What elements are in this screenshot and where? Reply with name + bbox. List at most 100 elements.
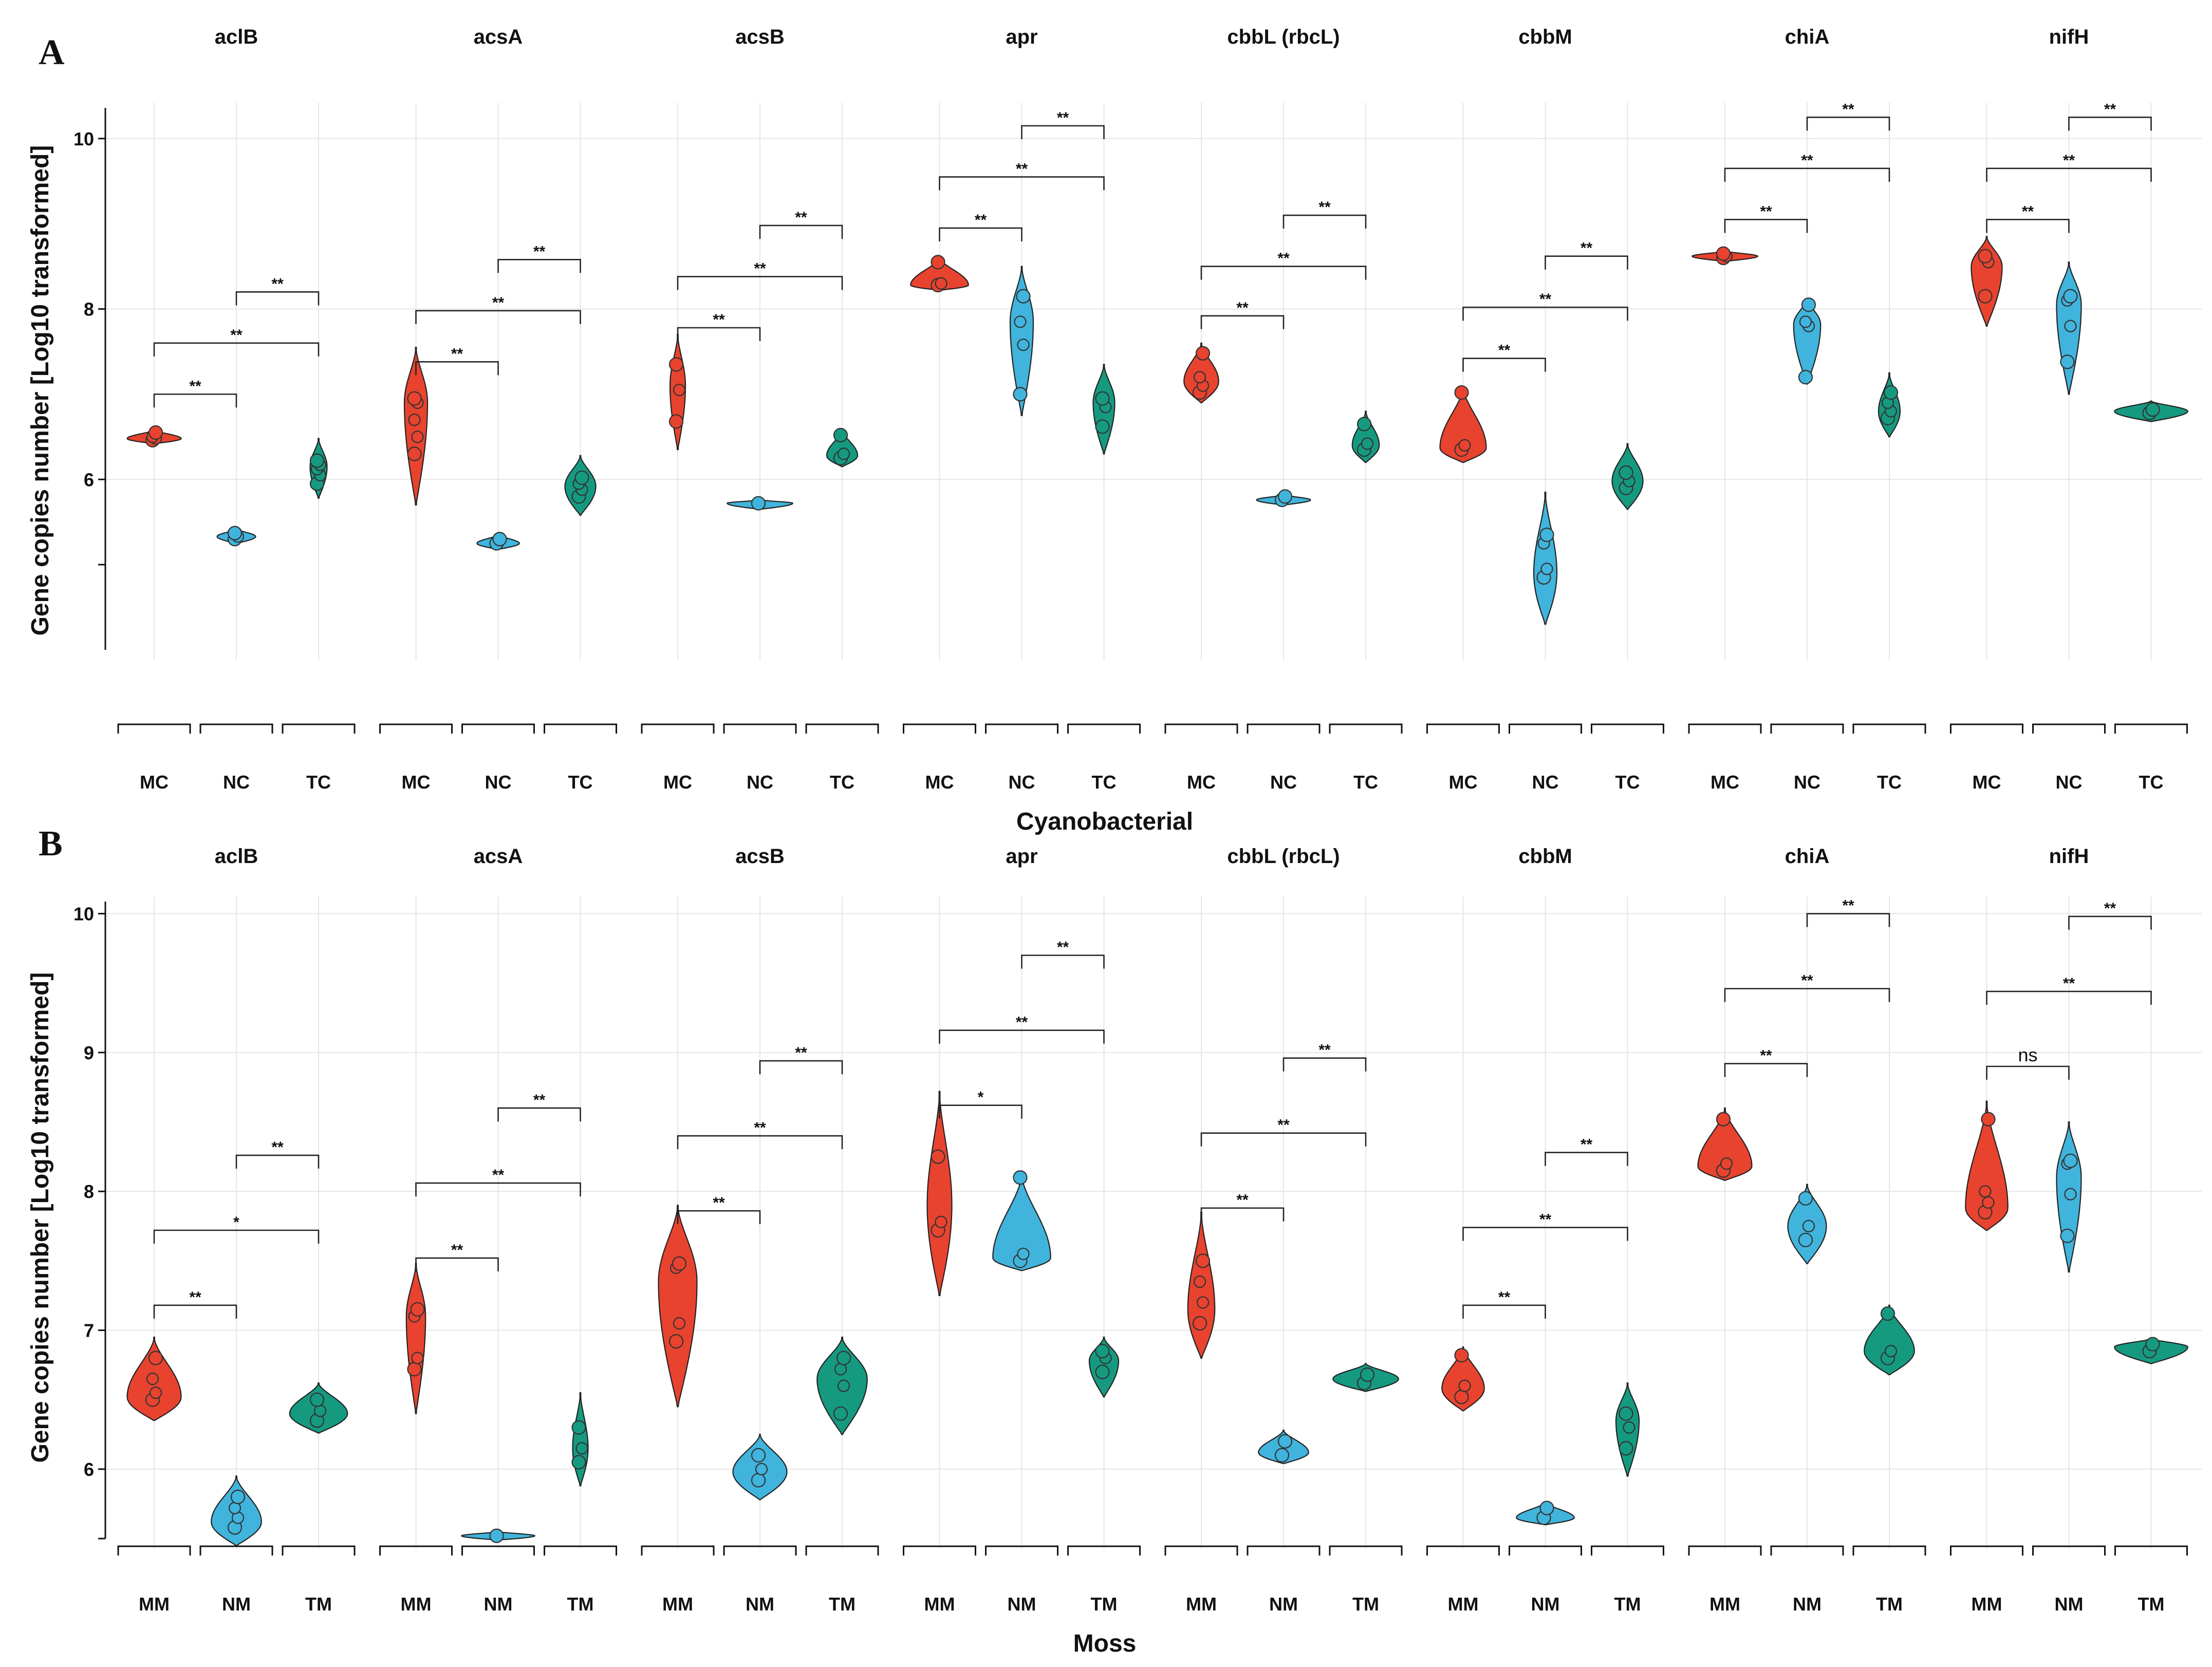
significance-label: ** [1016, 160, 1028, 177]
facet-label: cbbL (rbcL) [1227, 845, 1340, 868]
data-point [2060, 1228, 2075, 1243]
significance-bracket [415, 310, 581, 324]
data-point [148, 1351, 163, 1365]
significance-label: ** [713, 311, 725, 328]
significance-bracket [939, 1029, 1105, 1044]
category-bracket [985, 1545, 1058, 1556]
data-point [574, 470, 589, 485]
x-tick-label: TC [1615, 772, 1640, 793]
facet: apr MC NC TC ** ** ** [903, 26, 1141, 793]
significance-label: ** [1498, 1289, 1511, 1306]
significance-bracket [1200, 1207, 1285, 1222]
y-tick-label: 6 [84, 469, 94, 490]
facet: chiA MM NM TM ** ** ** [1688, 845, 1926, 1615]
x-tick-label: TC [1877, 772, 1902, 793]
violin-tm [1864, 1304, 1915, 1376]
data-point [931, 255, 945, 270]
data-point [1619, 1441, 1633, 1456]
facet-label: cbbL (rbcL) [1227, 26, 1340, 48]
data-point [672, 1256, 687, 1271]
data-point [1981, 1112, 1996, 1127]
data-point [935, 1215, 947, 1228]
significance-label: ** [1277, 1117, 1290, 1134]
x-tick-label: NM [1793, 1594, 1821, 1615]
data-point [1802, 1220, 1815, 1232]
x-tick-label: TM [567, 1594, 594, 1615]
category-bracket [1509, 723, 1582, 734]
category-bracket [1329, 1545, 1403, 1556]
data-point [1095, 419, 1110, 434]
data-point [309, 453, 325, 468]
significance-bracket [939, 227, 1023, 241]
significance-bracket [1986, 990, 2152, 1005]
category-bracket [117, 723, 191, 734]
data-point [149, 1387, 162, 1399]
x-tick-label: NM [1531, 1594, 1560, 1615]
data-point [1619, 465, 1633, 480]
y-tick-label: 10 [73, 128, 94, 149]
significance-bracket [1462, 1227, 1628, 1241]
significance-label: ** [2022, 203, 2034, 220]
x-tick-label: MC [1711, 772, 1739, 793]
significance-label: ** [451, 345, 463, 362]
significance-label: ** [533, 1092, 546, 1109]
data-point [1798, 370, 1813, 385]
significance-label: ** [2063, 975, 2075, 992]
data-point [1978, 289, 1993, 304]
data-point [1193, 1275, 1206, 1288]
violin-mm [1441, 1346, 1485, 1412]
significance-label: ** [492, 1167, 505, 1184]
category-bracket [2032, 1545, 2106, 1556]
significance-bracket [415, 361, 499, 376]
violin-mm [658, 1205, 698, 1408]
x-tick-label: TC [568, 772, 593, 793]
significance-label: ** [271, 1139, 284, 1156]
x-tick-label: NC [1794, 772, 1820, 793]
category-bracket [199, 723, 273, 734]
facet-label: acsA [474, 845, 523, 868]
violin-mm [1697, 1107, 1753, 1181]
x-tick-label: NC [747, 772, 773, 793]
data-point [2064, 320, 2077, 332]
significance-bracket [1462, 358, 1546, 372]
x-tick-label: MC [663, 772, 692, 793]
category-bracket [2114, 1545, 2188, 1556]
category-bracket [723, 723, 797, 734]
x-tick-label: NC [1270, 772, 1297, 793]
panel-b: B Gene copies number [Log10 transformed] 6… [27, 824, 2202, 1657]
data-point [1193, 371, 1206, 384]
category-bracket [1770, 1545, 1844, 1556]
data-point [1361, 437, 1374, 450]
significance-label: ** [975, 212, 987, 229]
panel-a: A Gene copies number [Log10 transformed] 6… [27, 26, 2202, 835]
data-point [1540, 563, 1553, 575]
category-bracket [1688, 723, 1762, 734]
facet-label: cbbM [1518, 845, 1572, 868]
data-point [837, 447, 850, 460]
data-point [1883, 385, 1899, 400]
significance-label: ** [230, 327, 243, 344]
y-axis-title: Gene copies number [Log10 transformed] [27, 145, 54, 636]
panel-letter: B [39, 824, 63, 864]
data-point [1277, 489, 1293, 504]
data-point [931, 1149, 945, 1164]
data-point [1799, 315, 1812, 328]
significance-bracket [1200, 1132, 1367, 1147]
facet: nifH MM NM TM ns ** ** [1950, 845, 2188, 1615]
significance-label: ** [1318, 1042, 1331, 1059]
significance-bracket [677, 327, 761, 341]
data-point [673, 1317, 686, 1330]
category-bracket [544, 723, 617, 734]
data-point [673, 383, 686, 397]
category-bracket [379, 723, 453, 734]
data-point [1720, 1157, 1733, 1170]
significance-label: ** [1057, 109, 1069, 126]
data-point [408, 414, 421, 426]
facet: cbbM MM NM TM ** ** ** [1426, 845, 1664, 1615]
significance-bracket [1724, 988, 1890, 1002]
significance-label: ** [533, 243, 546, 260]
data-point [1277, 1434, 1293, 1449]
significance-label: ** [1581, 240, 1593, 257]
